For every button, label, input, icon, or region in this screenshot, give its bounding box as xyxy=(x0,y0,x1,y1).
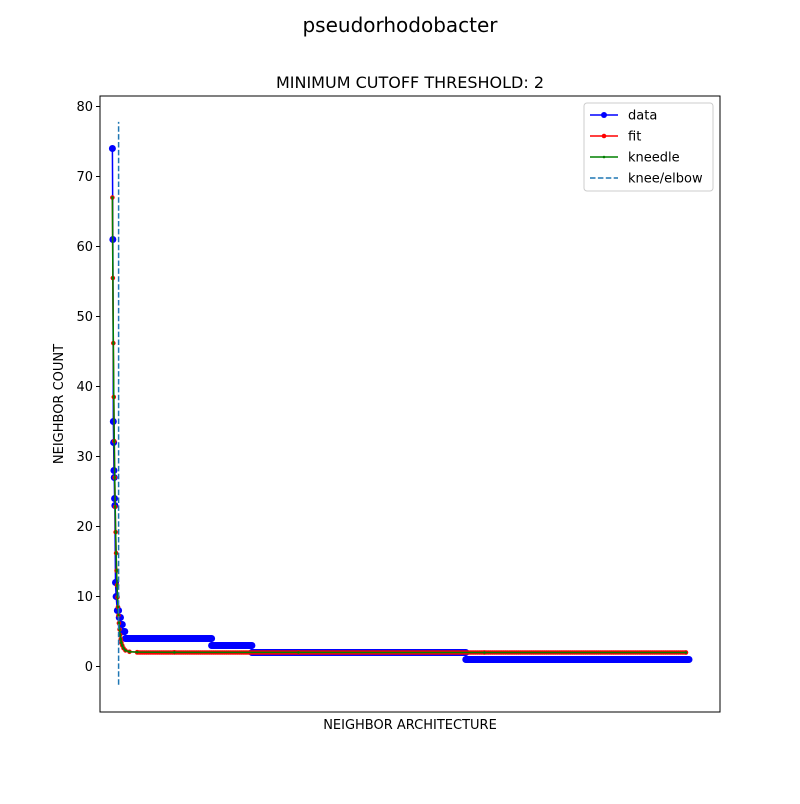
legend-frame xyxy=(583,102,714,192)
kneedle-point xyxy=(119,637,123,641)
legend-label: data xyxy=(628,109,657,124)
legend-label: fit xyxy=(628,130,641,145)
series-layer xyxy=(108,121,693,685)
legend-entry: kneedle xyxy=(590,151,680,166)
kneedle-point xyxy=(116,605,120,609)
y-tick-label: 20 xyxy=(76,520,93,535)
kneedle-point xyxy=(120,641,123,644)
y-tick-label: 60 xyxy=(76,240,93,255)
data-point xyxy=(685,656,693,663)
legend-entry: knee/elbow xyxy=(590,172,703,187)
kneedle-point xyxy=(483,651,486,654)
y-tick-label: 80 xyxy=(76,100,93,115)
axes-title: MINIMUM CUTOFF THRESHOLD: 2 xyxy=(276,73,544,92)
data-point xyxy=(108,145,116,152)
fit-series-markers xyxy=(110,195,689,655)
kneedle-point xyxy=(121,644,124,647)
kneedle-point xyxy=(112,439,116,443)
y-tick-label: 10 xyxy=(76,590,93,605)
kneedle-point xyxy=(128,650,131,654)
kneedle-point xyxy=(117,621,121,625)
y-tick-label: 50 xyxy=(76,310,93,325)
kneedle-point xyxy=(173,651,176,654)
y-tick-label: 70 xyxy=(76,170,93,185)
kneedle-point xyxy=(113,476,117,479)
axes-frame xyxy=(99,95,721,713)
kneedle-point xyxy=(112,341,115,345)
data-point xyxy=(121,628,129,635)
y-axis-ticks: 0 10 20 30 40 50 60 70 80 xyxy=(76,100,100,675)
figure-suptitle: pseudorhodobacter xyxy=(302,13,498,37)
legend-entry: fit xyxy=(590,130,641,145)
kneedle-point xyxy=(135,650,139,654)
kneedle-point xyxy=(684,651,688,654)
kneedle-point xyxy=(114,530,117,534)
data-point xyxy=(208,635,216,642)
kneedle-point xyxy=(112,395,116,399)
y-tick-label: 30 xyxy=(76,450,93,465)
plot-area: 0 10 20 30 40 50 60 70 80 xyxy=(76,95,721,713)
legend-swatch-marker xyxy=(602,155,606,159)
kneedle-point xyxy=(115,569,118,572)
y-tick-label: 0 xyxy=(85,660,93,675)
legend-entry: data xyxy=(590,109,657,124)
legend-label: kneedle xyxy=(628,151,680,166)
kneedle-point xyxy=(118,633,122,637)
kneedle-point xyxy=(111,276,115,280)
kneedle-point xyxy=(297,651,300,654)
legend-swatch-marker xyxy=(601,112,607,118)
kneedle-point xyxy=(111,196,114,199)
data-point xyxy=(248,642,256,649)
legend: data fit kneedle knee/elbow xyxy=(583,102,714,192)
kneedle-point xyxy=(115,584,119,587)
kneedle-point xyxy=(122,647,125,650)
legend-swatch-marker xyxy=(601,133,607,139)
y-axis-label: NEIGHBOR COUNT xyxy=(52,344,67,464)
kneedle-point xyxy=(124,649,127,652)
legend-label: knee/elbow xyxy=(628,172,703,187)
x-axis-label: NEIGHBOR ARCHITECTURE xyxy=(323,718,497,733)
kneedle-point xyxy=(113,505,117,509)
kneedle-point xyxy=(114,551,118,555)
y-tick-label: 40 xyxy=(76,380,93,395)
